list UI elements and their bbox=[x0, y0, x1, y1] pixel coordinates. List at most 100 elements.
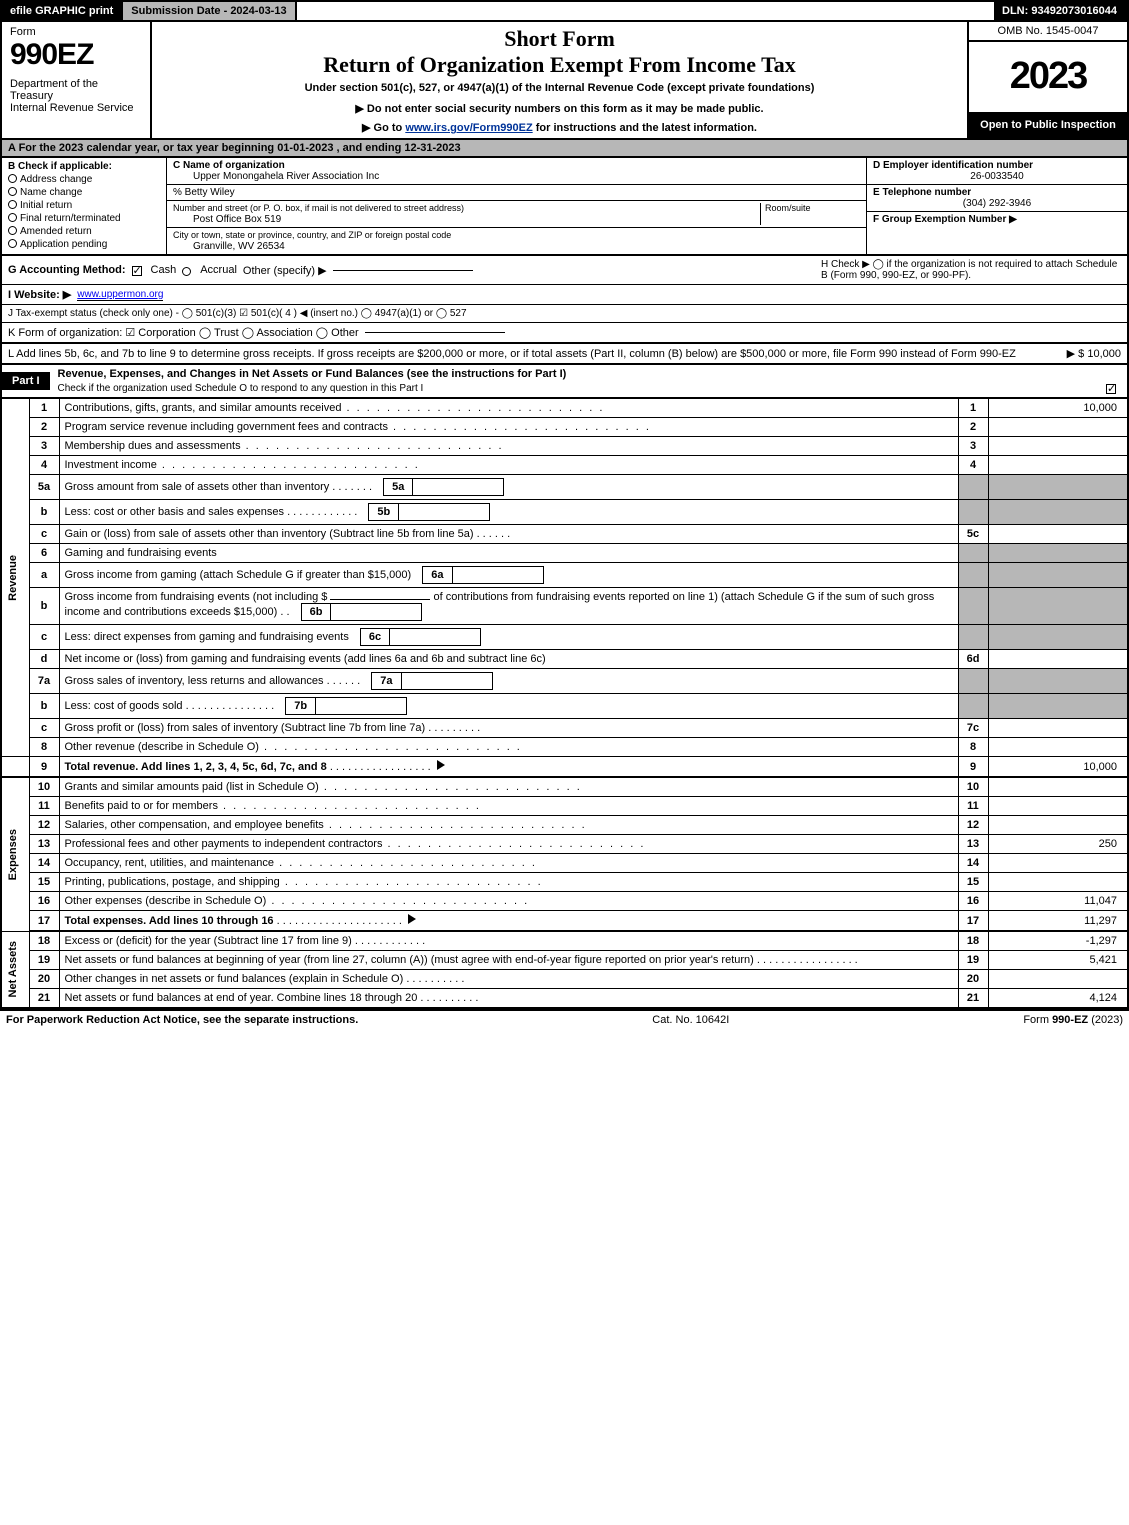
l5a-ibval bbox=[413, 479, 503, 495]
opt-other: Other (specify) ▶ bbox=[243, 264, 327, 277]
l-text: L Add lines 5b, 6c, and 7b to line 9 to … bbox=[8, 348, 1053, 360]
c-head: C Name of organization bbox=[173, 160, 285, 171]
chk-final-return[interactable] bbox=[8, 213, 17, 222]
chk-initial-return[interactable] bbox=[8, 200, 17, 209]
l9-box: 9 bbox=[958, 757, 988, 778]
section-a-taxyear: A For the 2023 calendar year, or tax yea… bbox=[0, 140, 1129, 158]
l11-desc: Benefits paid to or for members bbox=[65, 800, 218, 812]
l5c-num: c bbox=[29, 525, 59, 544]
l6b-desc1: Gross income from fundraising events (no… bbox=[65, 591, 328, 603]
l1-desc: Contributions, gifts, grants, and simila… bbox=[65, 402, 342, 414]
l9-amt: 10,000 bbox=[988, 757, 1128, 778]
l7c-box: 7c bbox=[958, 719, 988, 738]
arrow-icon bbox=[408, 914, 416, 924]
section-c: C Name of organizationUpper Monongahela … bbox=[167, 158, 867, 254]
omb-number: OMB No. 1545-0047 bbox=[969, 22, 1127, 42]
chk-accrual[interactable] bbox=[182, 267, 191, 276]
l6a-ibval bbox=[453, 567, 543, 583]
no-ssn-warning: ▶ Do not enter social security numbers o… bbox=[160, 102, 959, 115]
l6a-box-grey bbox=[958, 563, 988, 588]
lines-netassets: Net Assets 18 Excess or (deficit) for th… bbox=[0, 932, 1129, 1009]
footer: For Paperwork Reduction Act Notice, see … bbox=[0, 1009, 1129, 1029]
l6d-num: d bbox=[29, 650, 59, 669]
l6b-box-grey bbox=[958, 588, 988, 625]
chk-name-change[interactable] bbox=[8, 187, 17, 196]
l6c-ib: 6c bbox=[361, 629, 390, 645]
l13-amt: 250 bbox=[988, 835, 1128, 854]
l5c-box: 5c bbox=[958, 525, 988, 544]
l5a-ib: 5a bbox=[384, 479, 413, 495]
city-lbl: City or town, state or province, country… bbox=[173, 230, 451, 240]
part-i-sub: Check if the organization used Schedule … bbox=[58, 383, 424, 394]
footer-left: For Paperwork Reduction Act Notice, see … bbox=[6, 1014, 358, 1026]
l10-desc: Grants and similar amounts paid (list in… bbox=[65, 781, 319, 793]
website-link[interactable]: www.uppermon.org bbox=[77, 289, 163, 301]
l21-amt: 4,124 bbox=[988, 989, 1128, 1009]
section-d: D Employer identification number26-00335… bbox=[867, 158, 1127, 254]
l6-desc: Gaming and fundraising events bbox=[59, 544, 958, 563]
irs-link[interactable]: www.irs.gov/Form990EZ bbox=[405, 122, 532, 134]
opt-address-change: Address change bbox=[20, 174, 92, 185]
l3-amt bbox=[988, 437, 1128, 456]
title-block: Form 990EZ Department of the Treasury In… bbox=[0, 22, 1129, 140]
phone: (304) 292-3946 bbox=[873, 198, 1121, 209]
arrow-icon bbox=[437, 760, 445, 770]
l15-amt bbox=[988, 873, 1128, 892]
l5b-ib: 5b bbox=[369, 504, 399, 520]
section-j: J Tax-exempt status (check only one) - ◯… bbox=[0, 305, 1129, 323]
l6b-ibval bbox=[331, 604, 421, 620]
l9-num: 9 bbox=[29, 757, 59, 778]
l15-num: 15 bbox=[29, 873, 59, 892]
l9-desc: Total revenue. Add lines 1, 2, 3, 4, 5c,… bbox=[65, 761, 327, 773]
l17-desc: Total expenses. Add lines 10 through 16 bbox=[65, 915, 274, 927]
l14-num: 14 bbox=[29, 854, 59, 873]
l16-amt: 11,047 bbox=[988, 892, 1128, 911]
l10-box: 10 bbox=[958, 778, 988, 797]
l11-box: 11 bbox=[958, 797, 988, 816]
i-label: I Website: ▶ bbox=[8, 288, 71, 301]
l5b-desc: Less: cost or other basis and sales expe… bbox=[65, 506, 285, 518]
l8-box: 8 bbox=[958, 738, 988, 757]
return-heading: Return of Organization Exempt From Incom… bbox=[160, 52, 959, 78]
k-other-line[interactable] bbox=[365, 332, 505, 333]
l20-num: 20 bbox=[29, 970, 59, 989]
chk-address-change[interactable] bbox=[8, 174, 17, 183]
open-public-inspection: Open to Public Inspection bbox=[969, 112, 1127, 138]
section-g-h: G Accounting Method: Cash Accrual Other … bbox=[0, 256, 1129, 285]
l4-amt bbox=[988, 456, 1128, 475]
chk-application-pending[interactable] bbox=[8, 239, 17, 248]
l10-num: 10 bbox=[29, 778, 59, 797]
chk-schedule-o[interactable] bbox=[1106, 384, 1116, 394]
l12-box: 12 bbox=[958, 816, 988, 835]
chk-amended-return[interactable] bbox=[8, 226, 17, 235]
header-grid: B Check if applicable: Address change Na… bbox=[0, 158, 1129, 256]
goto-pre: ▶ Go to bbox=[362, 122, 405, 134]
section-h: H Check ▶ ◯ if the organization is not r… bbox=[821, 259, 1121, 281]
org-name: Upper Monongahela River Association Inc bbox=[173, 171, 379, 182]
chk-cash[interactable] bbox=[132, 266, 142, 276]
l20-box: 20 bbox=[958, 970, 988, 989]
k-text: K Form of organization: ☑ Corporation ◯ … bbox=[8, 326, 359, 339]
vlabel-revenue: Revenue bbox=[7, 555, 19, 601]
short-form-heading: Short Form bbox=[160, 26, 959, 52]
efile-label[interactable]: efile GRAPHIC print bbox=[2, 2, 123, 20]
l1-box: 1 bbox=[958, 399, 988, 418]
l1-num: 1 bbox=[29, 399, 59, 418]
l11-num: 11 bbox=[29, 797, 59, 816]
section-k: K Form of organization: ☑ Corporation ◯ … bbox=[0, 323, 1129, 344]
l6d-amt bbox=[988, 650, 1128, 669]
f-head: F Group Exemption Number ▶ bbox=[873, 214, 1017, 225]
l5a-box-grey bbox=[958, 475, 988, 500]
opt-initial-return: Initial return bbox=[20, 200, 72, 211]
j-text: J Tax-exempt status (check only one) - ◯… bbox=[8, 308, 467, 319]
l7b-desc: Less: cost of goods sold bbox=[65, 700, 183, 712]
opt-amended-return: Amended return bbox=[20, 226, 92, 237]
l5c-amt bbox=[988, 525, 1128, 544]
l6c-ibval bbox=[390, 629, 480, 645]
other-specify-line[interactable] bbox=[333, 270, 473, 271]
l4-desc: Investment income bbox=[65, 459, 157, 471]
l17-num: 17 bbox=[29, 911, 59, 932]
l4-num: 4 bbox=[29, 456, 59, 475]
l3-box: 3 bbox=[958, 437, 988, 456]
l5c-desc: Gain or (loss) from sale of assets other… bbox=[65, 528, 474, 540]
